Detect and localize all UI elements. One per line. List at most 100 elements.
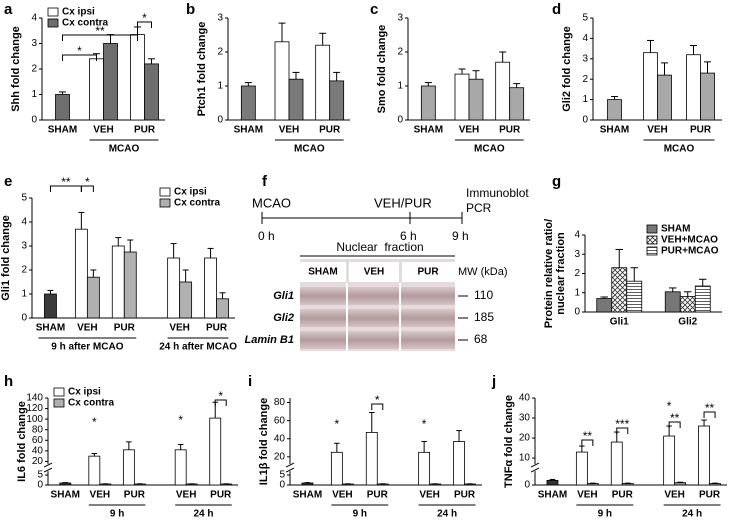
- y-tick-label: 0: [574, 307, 580, 318]
- band: [300, 309, 455, 327]
- significance: **: [670, 411, 680, 425]
- panel-letter: e: [4, 173, 12, 190]
- y-tick-label: 3: [582, 53, 588, 64]
- y-tick-label: 0: [21, 313, 27, 324]
- significance: *: [77, 44, 82, 58]
- panel-letter: a: [4, 1, 13, 18]
- panel-f: f MCAO VEH/PUR Immunoblot PCR 0 h 6 h 9 …: [244, 173, 529, 351]
- x-tick-label: SHAM: [48, 125, 77, 136]
- y-tick-label: 0: [524, 480, 530, 491]
- group-label: 9 h: [598, 509, 612, 520]
- time: 9 h: [452, 229, 469, 243]
- mw: 110: [474, 288, 493, 302]
- x-tick-label: Gli1: [610, 317, 629, 328]
- row-label: Gli1: [273, 290, 294, 302]
- bar: [468, 78, 484, 121]
- event: VEH/PUR: [374, 195, 432, 210]
- y-tick-label: 0: [582, 115, 588, 126]
- y-label: Ptch1 fold change: [196, 22, 208, 117]
- y-label: Shh fold change: [10, 26, 22, 112]
- axis-break: [43, 467, 53, 473]
- bar: [674, 482, 687, 486]
- significance: *: [335, 417, 340, 431]
- y-tick-label: 0: [279, 480, 285, 491]
- bar: [209, 417, 222, 486]
- y-tick-label: 2: [574, 268, 580, 279]
- bar: [686, 54, 701, 121]
- bar: [123, 251, 137, 319]
- bar: [575, 451, 588, 486]
- y-tick-label: 2: [31, 64, 37, 75]
- bar: [596, 298, 613, 313]
- y-tick-label: 1: [31, 89, 37, 100]
- y-tick-label: 3: [21, 241, 27, 252]
- bar: [103, 43, 118, 121]
- group-label: MCAO: [109, 144, 140, 155]
- y-tick-label: 1: [217, 81, 223, 92]
- y-tick-label: 0: [397, 115, 403, 126]
- axis-break: [530, 462, 540, 468]
- bar: [509, 87, 525, 121]
- y-tick-label: 10: [519, 453, 531, 464]
- bar: [495, 61, 511, 121]
- legend-label: Cx contra: [68, 398, 115, 409]
- bracket: [137, 21, 152, 28]
- x-tick-label: VEH: [279, 125, 300, 136]
- significance: *: [422, 417, 427, 431]
- y-tick-label: 40: [32, 446, 44, 457]
- y-tick-label: 20: [274, 451, 286, 462]
- y-tick-label: 2: [21, 265, 27, 276]
- bar: [179, 281, 193, 319]
- bracket: [616, 427, 629, 434]
- y-tick-label: 3: [574, 249, 580, 260]
- bar: [621, 483, 634, 486]
- group-label: 24 h after MCAO: [159, 342, 237, 353]
- y-tick-label: 30: [519, 413, 531, 424]
- x-tick-label: SHAM: [414, 125, 443, 136]
- band: [300, 287, 455, 305]
- bracket: [581, 439, 594, 446]
- y-tick-label: 3: [397, 13, 403, 24]
- bar: [330, 451, 343, 486]
- y-tick-label: 20: [32, 456, 44, 467]
- y-tick-label: 1: [574, 287, 580, 298]
- lane-label: PUR: [417, 267, 439, 278]
- bar: [709, 483, 721, 486]
- bar: [700, 72, 715, 121]
- bar: [59, 482, 72, 486]
- bar: [89, 58, 104, 121]
- bar: [664, 291, 681, 313]
- y-tick-label: 0: [37, 480, 43, 491]
- y-tick-label: 1: [21, 289, 27, 300]
- x-tick-label: PUR: [699, 490, 721, 501]
- group-label: 9 h: [353, 509, 367, 520]
- y-tick-label: 5: [582, 13, 588, 24]
- bar: [274, 41, 290, 121]
- bar: [55, 94, 70, 121]
- legend-label: PUR+MCAO: [661, 246, 719, 257]
- y-tick-label: 3: [31, 38, 37, 49]
- x-tick-label: SHAM: [51, 490, 80, 501]
- y-tick-label: 4: [582, 33, 588, 44]
- legend-swatch: [53, 398, 65, 408]
- legend-swatch: [159, 198, 171, 208]
- bracket: [703, 411, 716, 418]
- panel-letter: g: [552, 173, 561, 190]
- y-tick-label: 5: [279, 470, 285, 481]
- panel-letter: i: [248, 373, 252, 390]
- bar: [144, 63, 159, 121]
- group-label: 24 h: [437, 509, 457, 520]
- lane-label: SHAM: [308, 267, 337, 278]
- lane-label: VEH: [364, 267, 385, 278]
- legend-label: Cx ipsi: [62, 7, 95, 18]
- y-tick-label: 0: [217, 115, 223, 126]
- significance: *: [218, 389, 223, 403]
- significance: *: [85, 175, 90, 189]
- bar: [315, 44, 331, 121]
- x-tick-label: VEH: [459, 125, 480, 136]
- bar: [663, 435, 676, 486]
- y-tick-label: 4: [574, 230, 580, 241]
- y-tick-label: 1: [582, 94, 588, 105]
- significance: *: [178, 413, 183, 427]
- endpoint: Immunoblot: [466, 186, 529, 200]
